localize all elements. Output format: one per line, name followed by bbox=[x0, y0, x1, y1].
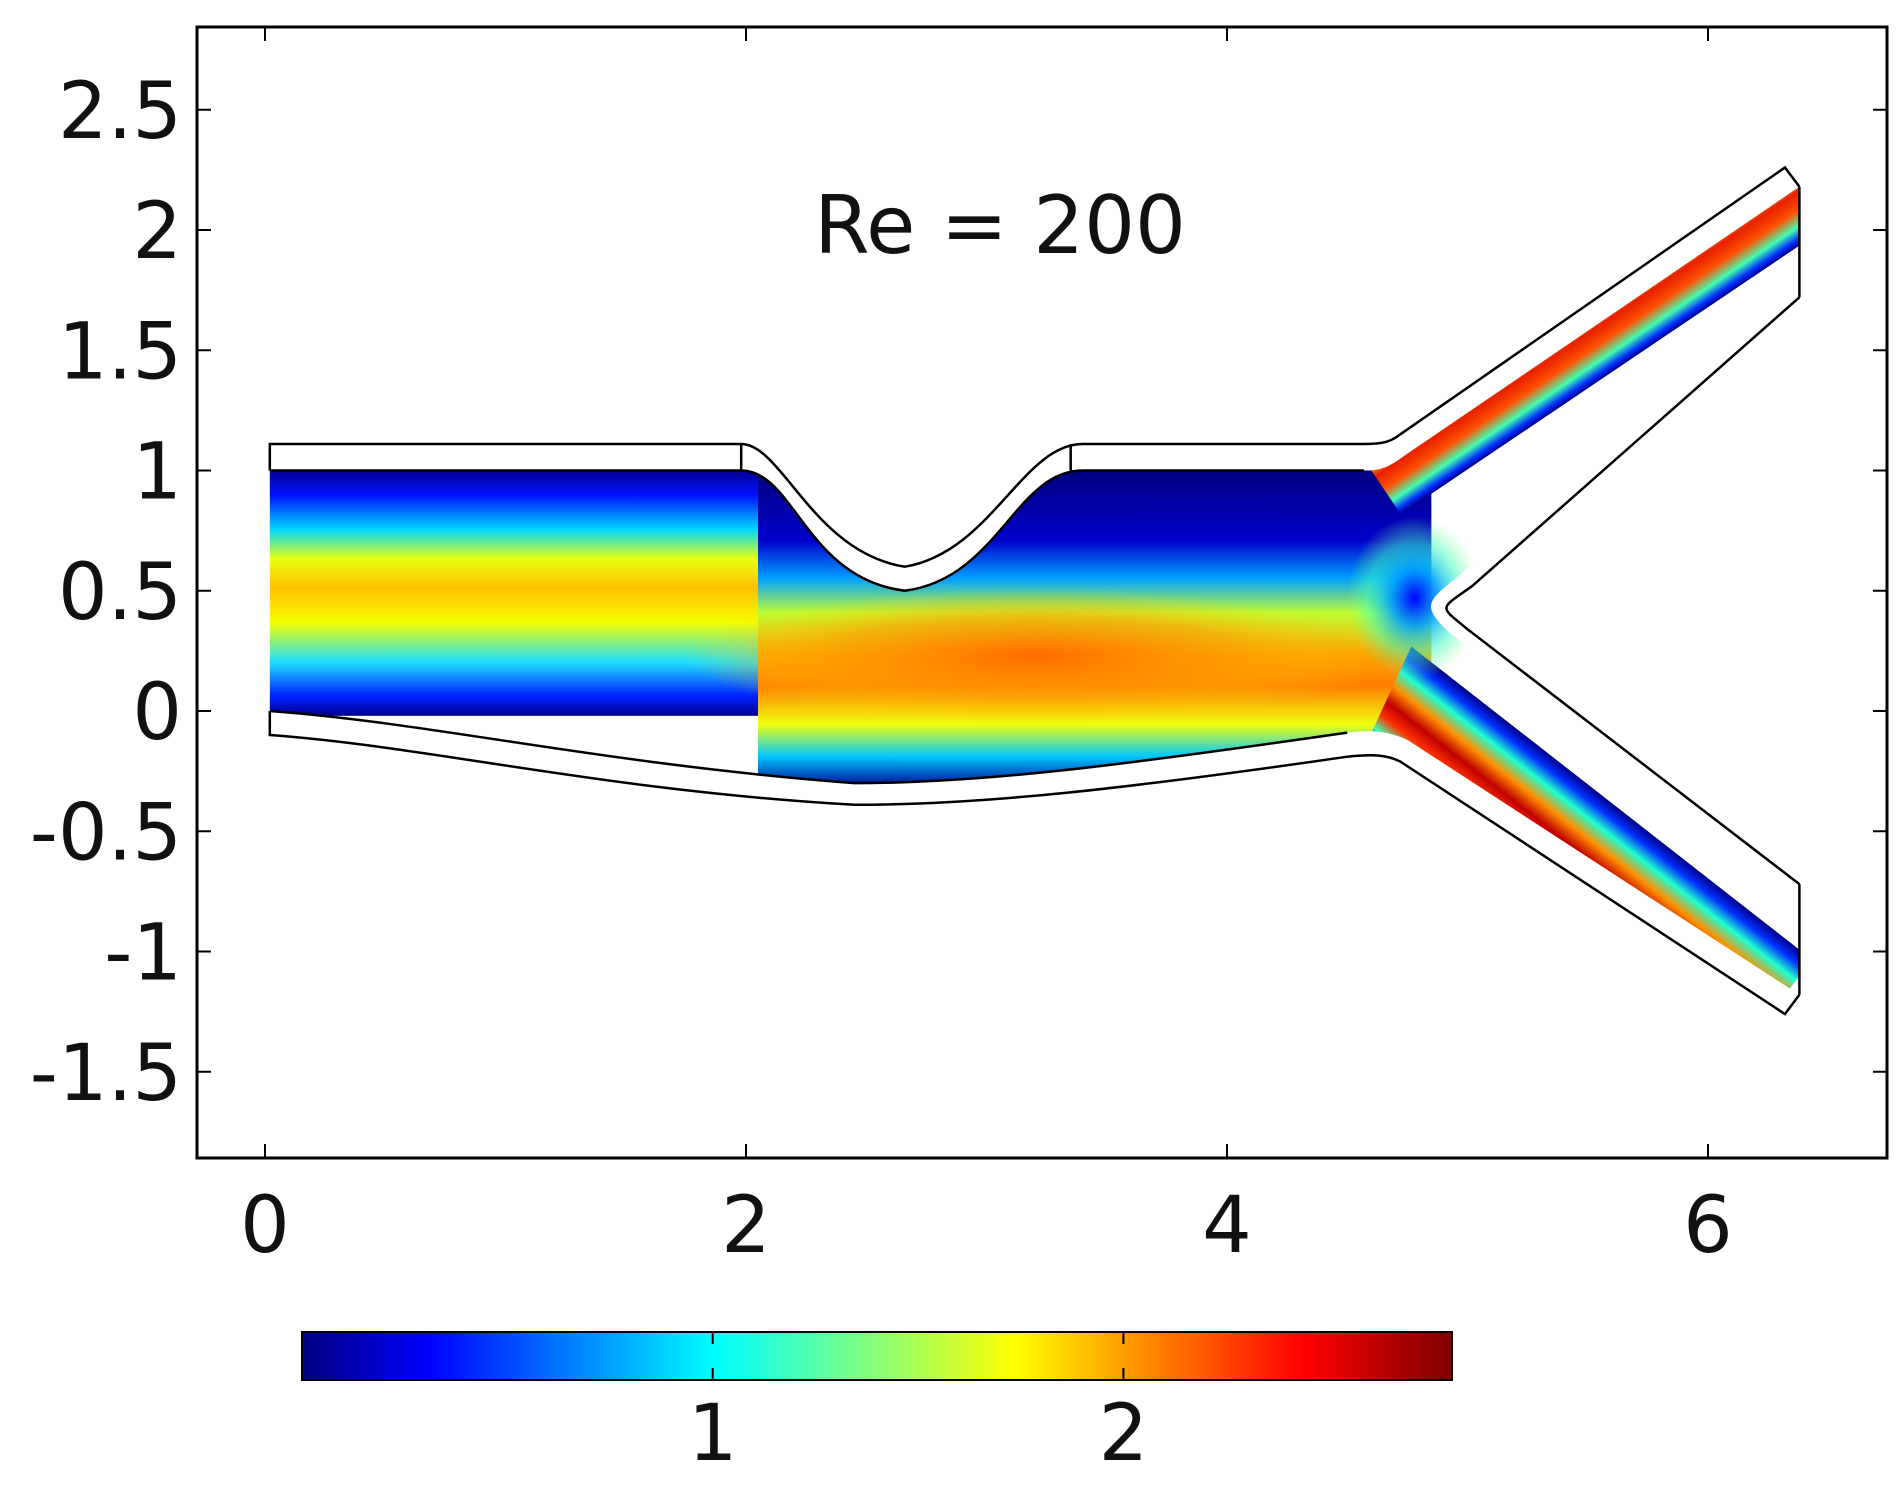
vessel-walls bbox=[268, 165, 1801, 1016]
core-hotspot bbox=[685, 588, 1384, 724]
y-tick-label: -1 bbox=[104, 909, 182, 999]
colorbar-gradient bbox=[301, 1331, 1453, 1381]
y-tick-label: 2.5 bbox=[58, 67, 182, 157]
y-tick-label: 0 bbox=[132, 668, 182, 758]
y-tick-label: -0.5 bbox=[30, 788, 182, 878]
reynolds-annotation: Re = 200 bbox=[814, 179, 1186, 272]
wall-line bbox=[268, 165, 1801, 568]
x-tick-label: 4 bbox=[1202, 1181, 1252, 1271]
inlet-profile bbox=[269, 470, 759, 716]
x-tick-label: 6 bbox=[1683, 1181, 1733, 1271]
colorbar-tick-label: 2 bbox=[1099, 1389, 1149, 1479]
bifurcation-stagnation bbox=[1347, 516, 1482, 680]
y-tick-label: -1.5 bbox=[30, 1029, 182, 1119]
wall-line bbox=[269, 469, 1365, 593]
x-tick-label: 2 bbox=[721, 1181, 771, 1271]
wall-line bbox=[1445, 296, 1801, 886]
y-tick-label: 1.5 bbox=[58, 307, 182, 397]
y-axis-ticks: -1.5 -1 -0.5 0 0.5 1 1.5 2 2.5 bbox=[30, 67, 1887, 1119]
x-tick-label: 0 bbox=[240, 1181, 290, 1271]
y-tick-label: 1 bbox=[132, 428, 182, 518]
colorbar-tick-label: 1 bbox=[688, 1389, 738, 1479]
wall-line bbox=[268, 711, 1801, 1016]
x-axis-ticks: 0 2 4 6 bbox=[240, 27, 1733, 1271]
wall-line bbox=[269, 709, 1348, 785]
y-tick-label: 0.5 bbox=[58, 548, 182, 638]
y-tick-label: 2 bbox=[132, 187, 182, 277]
